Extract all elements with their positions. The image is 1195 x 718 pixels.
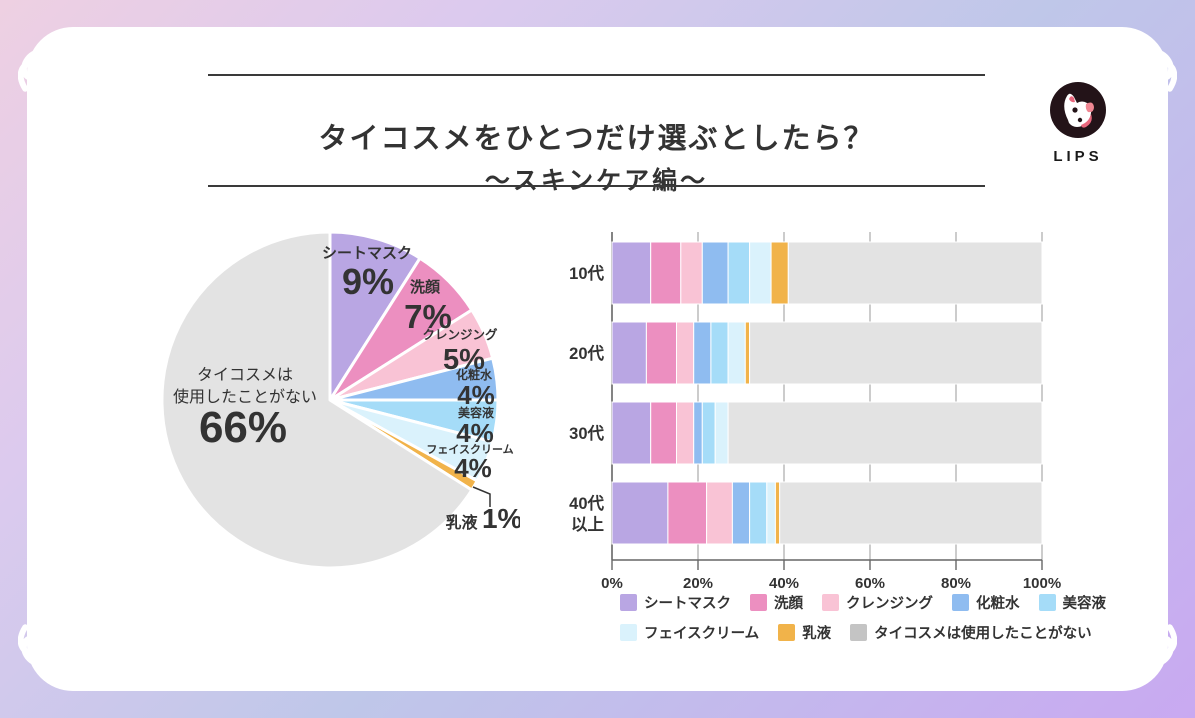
x-tick-label: 40%	[769, 575, 799, 592]
bar-segment	[680, 241, 703, 305]
legend-swatch-icon	[822, 594, 839, 611]
bar-segment	[727, 241, 751, 305]
legend-label: シートマスク	[644, 596, 731, 612]
legend-swatch-icon	[778, 624, 796, 641]
lips-logo: LIPS	[1046, 80, 1110, 165]
legend-swatch-icon	[620, 594, 637, 611]
legend-label: タイコスメは使用したことがない	[874, 626, 1092, 642]
page-subtitle: ～スキンケア編～	[484, 166, 709, 195]
pie-slice-label: 使用したことがない	[173, 388, 317, 406]
legend-label: 美容液	[1062, 596, 1107, 612]
pie-slice-label: 化粧水	[456, 367, 493, 382]
bar-segment	[749, 481, 768, 545]
x-tick-label: 80%	[941, 575, 971, 592]
bar-segment	[701, 241, 729, 305]
x-tick-label: 20%	[683, 575, 713, 592]
pie-slice-value: 9%	[342, 261, 394, 302]
legend-row: シートマスク 洗顔 クレンジング 化粧水 美容液	[620, 592, 1106, 613]
legend-row: フェイスクリーム 乳液 タイコスメは使用したことがない	[620, 622, 1092, 643]
y-category-label: 10代	[569, 264, 604, 283]
pie-slice-label: 美容液	[458, 405, 494, 420]
bar-segment	[744, 321, 751, 385]
bar-segment	[749, 241, 772, 305]
bar-segment	[710, 321, 729, 385]
bar-segment	[714, 401, 729, 465]
legend-swatch-icon	[850, 624, 868, 641]
bar-segment	[766, 481, 776, 545]
bar-segment	[731, 481, 751, 545]
x-tick-label: 100%	[1023, 575, 1061, 592]
bar-segment	[667, 481, 708, 545]
bar-segment	[676, 401, 695, 465]
legend-label: フェイスクリーム	[644, 626, 760, 642]
bar-segment	[650, 401, 677, 465]
pie-slice	[328, 230, 422, 402]
legend-label: クレンジング	[846, 596, 933, 612]
pie-slice-value: 66%	[199, 403, 287, 452]
pie-slice-value: 4%	[457, 380, 495, 410]
pie-slice-label: タイコスメは	[197, 366, 293, 384]
bar-segment	[787, 241, 1043, 305]
bar-segment	[611, 241, 652, 305]
bar-segment	[650, 241, 682, 305]
bar-segment	[611, 401, 652, 465]
legend-swatch-icon	[750, 594, 767, 611]
x-tick-label: 60%	[855, 575, 885, 592]
pie-slice-value: 7%	[404, 298, 452, 335]
pie-slice-label: シートマスク	[322, 245, 412, 262]
bar-segment	[774, 481, 781, 545]
y-category-label: 20代	[569, 344, 604, 363]
y-category-label: 40代以上	[569, 494, 604, 534]
bar-segment	[706, 481, 733, 545]
bar-segment	[693, 401, 703, 465]
legend-swatch-icon	[952, 594, 969, 611]
legend-item: 化粧水	[952, 592, 1020, 613]
legend-item: フェイスクリーム	[620, 622, 759, 643]
title-divider-bottom	[208, 185, 985, 187]
pie-slice-label: フェイスクリーム	[426, 443, 513, 456]
bar-segment	[727, 401, 1043, 465]
bar-segment	[611, 321, 647, 385]
title-divider-top	[208, 74, 985, 76]
legend-swatch-icon	[1038, 594, 1056, 611]
pie-slice-value: 4%	[454, 453, 492, 483]
stacked-bar-chart: 0% 20% 40% 60% 80% 100% 10代 20代 30代 40代以上	[569, 232, 1061, 592]
bar-segment	[701, 401, 716, 465]
pie-slice-value: 4%	[456, 418, 494, 448]
lips-deer-icon	[1050, 82, 1106, 138]
bar-segment	[611, 481, 669, 545]
legend-item: クレンジング	[822, 592, 933, 613]
bar-segment	[727, 321, 746, 385]
lips-logo-text: LIPS	[1053, 148, 1103, 165]
legend-item: 美容液	[1038, 592, 1107, 613]
bar-segment	[676, 321, 695, 385]
pie-leader-line	[472, 486, 491, 507]
pie-slice-label: クレンジング	[422, 327, 498, 342]
bar-segment	[779, 481, 1043, 545]
legend-item: 乳液	[778, 622, 831, 643]
pie-slice-value: 5%	[443, 344, 485, 376]
legend-item: タイコスメは使用したことがない	[850, 622, 1092, 643]
pie-slice-label: 洗顔	[410, 278, 441, 296]
x-tick-label: 0%	[601, 575, 623, 592]
legend-label: 乳液	[802, 626, 832, 642]
pie-slice-label: 乳液 1%	[446, 503, 520, 534]
legend-item: 洗顔	[750, 592, 803, 613]
legend-label: 洗顔	[774, 596, 803, 612]
pie-slice	[160, 230, 474, 570]
legend-swatch-icon	[620, 624, 637, 641]
bar-segment	[749, 321, 1043, 385]
bar-segment	[770, 241, 789, 305]
legend-label: 化粧水	[976, 596, 1020, 612]
bar-segment	[645, 321, 678, 385]
y-category-label: 30代	[569, 424, 604, 443]
chart-legend: シートマスク 洗顔 クレンジング 化粧水 美容液フェイスクリーム 乳液 タイコスメは使用した…	[620, 592, 1106, 652]
page-title: タイコスメをひとつだけ選ぶとしたら？	[318, 123, 875, 156]
legend-item: シートマスク	[620, 592, 731, 613]
bar-segment	[693, 321, 712, 385]
